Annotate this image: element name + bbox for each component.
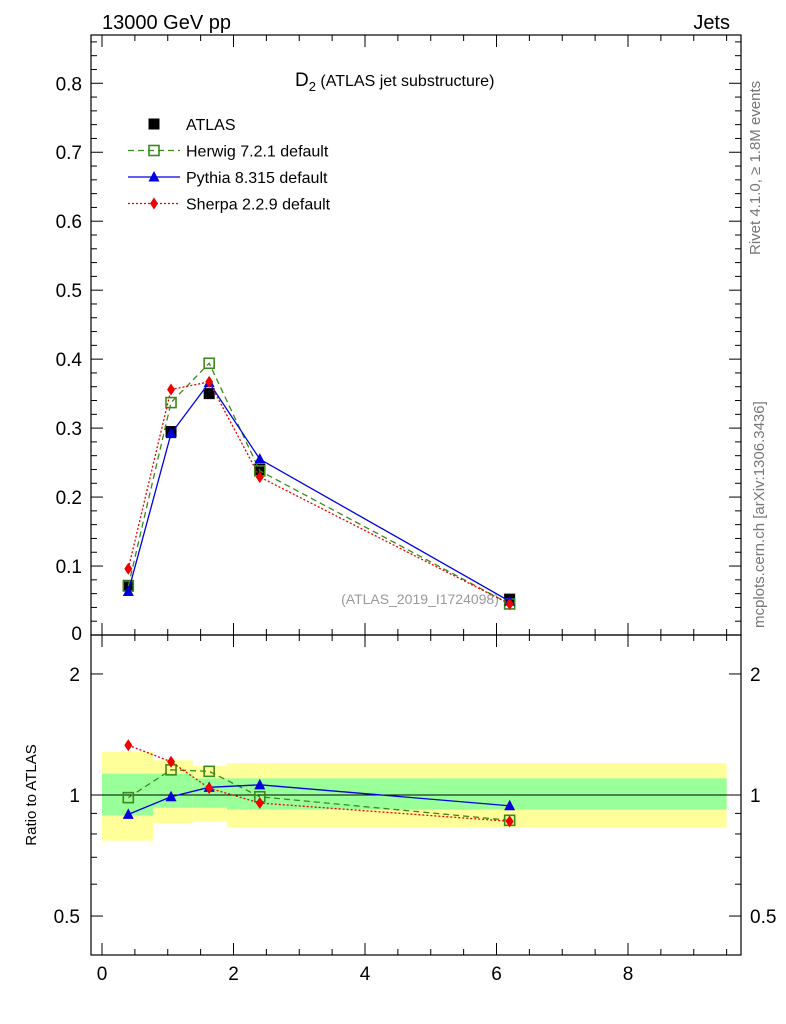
y-tick-label: 0.6 <box>56 212 82 233</box>
series-2 <box>122 376 516 606</box>
y-tick-label: 0 <box>71 624 82 645</box>
legend: ATLAS Herwig 7.2.1 default Pythia 8.315 de… <box>128 117 331 214</box>
data-point <box>167 383 176 396</box>
data-point <box>165 427 177 439</box>
mcplots-reference-label: mcplots.cern.ch [arXiv:1306.3436] <box>751 401 768 628</box>
y-tick-label: 0.8 <box>56 74 82 95</box>
ratio-point <box>167 755 176 768</box>
data-point <box>203 388 215 400</box>
ratio-point <box>254 778 266 790</box>
y-tick-label-right: 0.5 <box>750 907 776 928</box>
legend-marker <box>148 144 160 157</box>
uncertainty-band-inner <box>226 778 727 810</box>
data-point <box>203 357 215 370</box>
x-tick-label: 2 <box>228 964 239 985</box>
data-point <box>124 562 133 575</box>
x-tick-label: 0 <box>97 964 108 985</box>
main-panel: D2 (ATLAS jet substructure) (ATLAS_2019_I… <box>56 34 742 645</box>
title-text: (ATLAS jet substructure) <box>316 73 494 90</box>
main-x-ticks <box>101 35 728 635</box>
ratio-point <box>122 791 135 804</box>
y-tick-label-right: 2 <box>750 665 761 686</box>
series-line <box>127 362 510 605</box>
ratio-x-axis: 0 2 4 6 8 <box>97 635 728 985</box>
ratio-series-2 <box>124 739 514 828</box>
x-tick-label: 6 <box>491 964 502 985</box>
rivet-version-label: Rivet 4.1.0, ≥ 1.8M events <box>747 81 764 255</box>
title-symbol: D <box>295 70 309 91</box>
ratio-point <box>504 799 516 811</box>
data-point <box>505 597 514 610</box>
y-tick-label: 0.2 <box>56 488 82 509</box>
data-point <box>255 471 264 484</box>
y-tick-label: 1 <box>69 786 80 807</box>
series-line <box>127 381 510 602</box>
chart-title: D2 (ATLAS jet substructure) <box>295 70 494 94</box>
legend-marker <box>148 171 160 182</box>
ratio-point <box>203 765 215 778</box>
legend-marker <box>150 197 158 210</box>
x-tick-label: 4 <box>360 964 371 985</box>
y-tick-label: 0.4 <box>56 350 83 371</box>
legend-label: Sherpa 2.2.9 default <box>186 197 331 214</box>
legend-label: ATLAS <box>186 117 236 134</box>
y-tick-label: 0.1 <box>56 557 82 578</box>
analysis-watermark: (ATLAS_2019_I1724098) <box>341 591 499 607</box>
ratio-panel: 0.5 0.5 1 1 2 2 0 2 4 6 8 Ratio to ATLAS <box>23 634 777 985</box>
data-point <box>165 396 177 409</box>
y-tick-label-right: 1 <box>750 786 761 807</box>
main-y-axis: 0.1 0.2 0.3 0.4 0.5 0.6 0.7 0.8 0 <box>56 41 741 645</box>
ratio-y-axis: 0.5 0.5 1 1 2 2 <box>54 665 777 928</box>
series-3 <box>124 375 514 610</box>
legend-label: Pythia 8.315 default <box>186 170 328 187</box>
ratio-point <box>165 790 177 802</box>
x-tick-label: 8 <box>623 964 634 985</box>
data-point <box>122 585 134 597</box>
header-process: Jets <box>693 12 730 34</box>
ratio-line <box>127 769 510 821</box>
title-subscript: 2 <box>309 79 316 94</box>
y-tick-label: 0.3 <box>56 419 82 440</box>
ratio-point <box>122 808 134 819</box>
y-tick-label: 0.7 <box>56 143 82 164</box>
y-tick-label: 2 <box>69 665 80 686</box>
y-tick-label: 0.5 <box>56 281 82 302</box>
ratio-y-label: Ratio to ATLAS <box>23 744 40 845</box>
series-line <box>127 381 510 605</box>
ratio-point <box>505 815 514 828</box>
ratio-point <box>205 782 214 795</box>
ratio-point <box>255 797 264 810</box>
header-energy: 13000 GeV pp <box>102 12 231 34</box>
data-point <box>205 375 214 388</box>
y-tick-label: 0.5 <box>54 907 80 928</box>
uncertainty-band-inner <box>153 773 193 808</box>
legend-marker <box>148 118 160 130</box>
data-point <box>254 453 266 464</box>
series-0 <box>122 388 516 605</box>
legend-label: Herwig 7.2.1 default <box>186 144 329 161</box>
ratio-point <box>124 739 133 752</box>
